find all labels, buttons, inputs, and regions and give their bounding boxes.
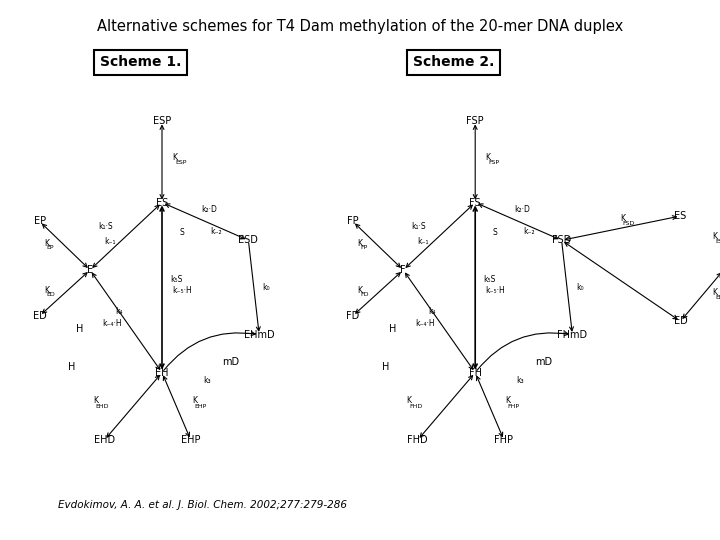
Text: mD: mD: [535, 357, 552, 367]
Text: H: H: [68, 362, 76, 372]
Text: k₋₄·H: k₋₄·H: [415, 320, 435, 328]
Text: K: K: [45, 239, 49, 247]
Text: k₃: k₃: [516, 376, 524, 385]
Text: FSD: FSD: [623, 221, 635, 226]
Text: ESD: ESD: [238, 235, 258, 245]
Text: K: K: [713, 232, 717, 241]
Text: ED: ED: [32, 311, 47, 321]
Text: K: K: [713, 288, 717, 298]
Text: k₁·S: k₁·S: [99, 222, 113, 231]
Text: k₄: k₄: [428, 307, 436, 316]
Text: K: K: [173, 153, 177, 162]
Text: ESP: ESP: [153, 117, 171, 126]
Text: Alternative schemes for T4 Dam methylation of the 20-mer DNA duplex: Alternative schemes for T4 Dam methylati…: [97, 19, 623, 34]
Text: EHP: EHP: [181, 435, 201, 445]
Text: FHD: FHD: [408, 435, 428, 445]
Text: K: K: [358, 239, 362, 247]
Text: FSP: FSP: [488, 160, 499, 165]
Text: k₃: k₃: [203, 376, 211, 385]
Text: Scheme 2.: Scheme 2.: [413, 55, 495, 69]
Text: EP: EP: [34, 217, 45, 226]
Text: k₅S: k₅S: [483, 275, 496, 284]
Text: k₋₅·H: k₋₅·H: [172, 286, 192, 295]
Text: FSD: FSD: [552, 235, 571, 245]
Text: FHP: FHP: [495, 435, 513, 445]
Text: k₋₁: k₋₁: [104, 237, 116, 246]
Text: Evdokimov, A. A. et al. J. Biol. Chem. 2002;277:279-286: Evdokimov, A. A. et al. J. Biol. Chem. 2…: [58, 500, 346, 510]
Text: FD: FD: [346, 311, 359, 321]
Text: FHmD: FHmD: [557, 330, 588, 340]
Text: K: K: [407, 396, 411, 406]
Text: k₂·D: k₂·D: [201, 205, 217, 214]
Text: H: H: [389, 325, 396, 334]
Text: FHP: FHP: [508, 404, 520, 409]
Text: K: K: [620, 214, 625, 223]
Text: S: S: [180, 228, 184, 237]
Text: k₀: k₀: [263, 283, 270, 292]
Text: K: K: [94, 396, 98, 406]
Text: EHD: EHD: [96, 404, 109, 409]
Text: K: K: [45, 286, 49, 295]
Text: Scheme 1.: Scheme 1.: [99, 55, 181, 69]
Text: FHD: FHD: [409, 404, 422, 409]
Text: FSP: FSP: [467, 117, 484, 126]
Text: FP: FP: [360, 245, 367, 250]
Text: k₁·S: k₁·S: [412, 222, 426, 231]
Text: k₋₅·H: k₋₅·H: [485, 286, 505, 295]
Text: EP: EP: [47, 245, 54, 250]
Text: E: E: [87, 265, 93, 275]
Text: ES: ES: [156, 198, 168, 207]
Text: EHmD: EHmD: [244, 330, 274, 340]
Text: k₄: k₄: [115, 307, 122, 316]
Text: k₋₂: k₋₂: [210, 227, 222, 235]
Text: K: K: [192, 396, 197, 406]
Text: k₋₄·H: k₋₄·H: [102, 320, 122, 328]
Text: ED: ED: [673, 316, 688, 326]
Text: EHP: EHP: [194, 404, 207, 409]
Text: H: H: [382, 362, 389, 372]
Text: S: S: [493, 228, 498, 237]
Text: FS: FS: [469, 198, 481, 207]
Text: k₅S: k₅S: [170, 275, 183, 284]
Text: EHD: EHD: [94, 435, 115, 445]
Text: F: F: [400, 265, 406, 275]
Text: k₀: k₀: [576, 283, 583, 292]
Text: FP: FP: [347, 217, 359, 226]
Text: K: K: [505, 396, 510, 406]
Text: EH: EH: [156, 368, 168, 377]
Text: K: K: [486, 153, 490, 162]
Text: ED: ED: [47, 293, 55, 298]
Text: ES: ES: [715, 239, 720, 244]
Text: FD: FD: [360, 293, 369, 298]
Text: ED: ED: [715, 295, 720, 300]
Text: ES: ES: [674, 211, 687, 221]
Text: H: H: [76, 325, 83, 334]
Text: ESP: ESP: [175, 160, 186, 165]
Text: mD: mD: [222, 357, 239, 367]
Text: K: K: [358, 286, 362, 295]
Text: k₋₁: k₋₁: [418, 237, 429, 246]
Text: FH: FH: [469, 368, 482, 377]
Text: k₋₂: k₋₂: [523, 227, 535, 235]
Text: k₂·D: k₂·D: [514, 205, 530, 214]
